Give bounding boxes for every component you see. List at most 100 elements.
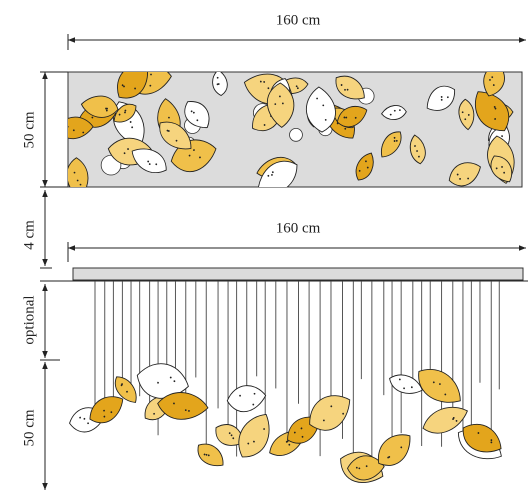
leaf-dot [418, 155, 420, 158]
leaf-dot [278, 95, 281, 98]
leaf [215, 424, 244, 446]
leaf-dot [134, 87, 136, 90]
leaf [80, 95, 119, 118]
leaf-shape [184, 101, 210, 129]
leaf-dot [110, 411, 113, 414]
leaf-dot [263, 428, 265, 430]
leaf [355, 152, 374, 181]
leaf [458, 98, 475, 131]
leaf [336, 105, 368, 128]
leaf-dot [129, 121, 132, 123]
leaf-dot [153, 412, 155, 415]
leaf-shape [238, 413, 270, 458]
rods-label: optional [21, 295, 37, 344]
leaf-dot [184, 409, 187, 412]
leaf [335, 75, 365, 100]
leaf-shape [426, 85, 456, 111]
leaf-shape [159, 121, 192, 150]
leaf [381, 131, 402, 158]
leaf [381, 105, 407, 120]
leaf-dot [281, 102, 284, 105]
leaf-dot [455, 419, 458, 422]
rods [94, 281, 500, 464]
leaf-dot [216, 76, 219, 79]
leaf [483, 72, 505, 97]
leaf [409, 134, 426, 165]
leaf-shape [131, 148, 167, 174]
leaf [89, 396, 124, 424]
leaf-shape [68, 157, 89, 187]
leaf-shape [418, 369, 461, 403]
leaf-dot [490, 439, 493, 442]
leaf-shape [257, 160, 298, 187]
leaf-dot [168, 116, 170, 119]
leaf-shape [378, 434, 411, 466]
leaf-dot [330, 405, 333, 408]
leaf-shape [309, 395, 351, 431]
leaf-dot [365, 160, 367, 163]
leaf-dot [387, 456, 390, 459]
leaf-dot [464, 118, 467, 121]
leaf-dot [410, 386, 413, 389]
leaf-dot [253, 440, 255, 443]
leaf-dot [444, 393, 447, 396]
leaf [184, 101, 210, 129]
leaf-dot [452, 418, 454, 420]
gap-label: 4 cm [21, 220, 37, 250]
leaf-dot [398, 109, 401, 112]
leaf-shape [226, 385, 267, 413]
leaf-dot [228, 432, 231, 435]
leaf-shape [381, 105, 407, 120]
leaf-dot [126, 390, 128, 393]
leaf-dot [358, 467, 361, 470]
leaf-dot [393, 136, 396, 139]
leaf-dot [503, 171, 506, 174]
leaf-dot [494, 118, 497, 120]
leaf-dot [495, 167, 498, 170]
leaf-dot [263, 81, 266, 83]
leaf-dot [477, 432, 480, 434]
leaf-shape [336, 105, 368, 128]
leaf-dot [440, 98, 443, 101]
leaf-dot [239, 394, 241, 397]
leaf-shape [197, 443, 224, 467]
leaf-dot [263, 124, 266, 126]
leaf [226, 385, 267, 413]
leaf-dot [188, 154, 191, 157]
leaf [117, 72, 148, 99]
leaf-shape [422, 406, 468, 434]
leaf [197, 443, 224, 467]
leaf-dot [489, 79, 491, 81]
leaf-dot [393, 109, 396, 112]
leaf-dot [105, 107, 107, 110]
leaf-dot [296, 87, 299, 90]
leaf-dot [68, 125, 69, 128]
leaf [448, 162, 481, 187]
leaf-shape [89, 396, 124, 424]
leaf-dot [354, 116, 357, 119]
bubble [289, 128, 303, 142]
leaf-dot [121, 84, 124, 87]
leaf-dot [147, 160, 150, 163]
leaf [418, 369, 461, 403]
leaf [426, 85, 456, 111]
leaf-dot [400, 446, 403, 449]
leaf-shape [474, 91, 510, 132]
leaf [113, 103, 137, 123]
leaf-dot [148, 163, 151, 165]
leaf [136, 363, 189, 399]
leaf-dot [267, 174, 270, 177]
drop-height-label: 50 cm [21, 409, 37, 446]
leaf-dot [322, 419, 325, 422]
leaf-shape [266, 82, 295, 128]
leaf-dot [461, 111, 464, 114]
leaf-dot [259, 80, 262, 83]
leaf-dot [166, 129, 169, 132]
leaf-dot [131, 126, 134, 129]
leaf [238, 413, 270, 458]
leaf-dot [345, 116, 348, 119]
leaf-dot [203, 453, 206, 456]
leaf-dot [293, 431, 296, 434]
leaf-dot [91, 116, 94, 119]
leaf-dot [207, 454, 210, 457]
